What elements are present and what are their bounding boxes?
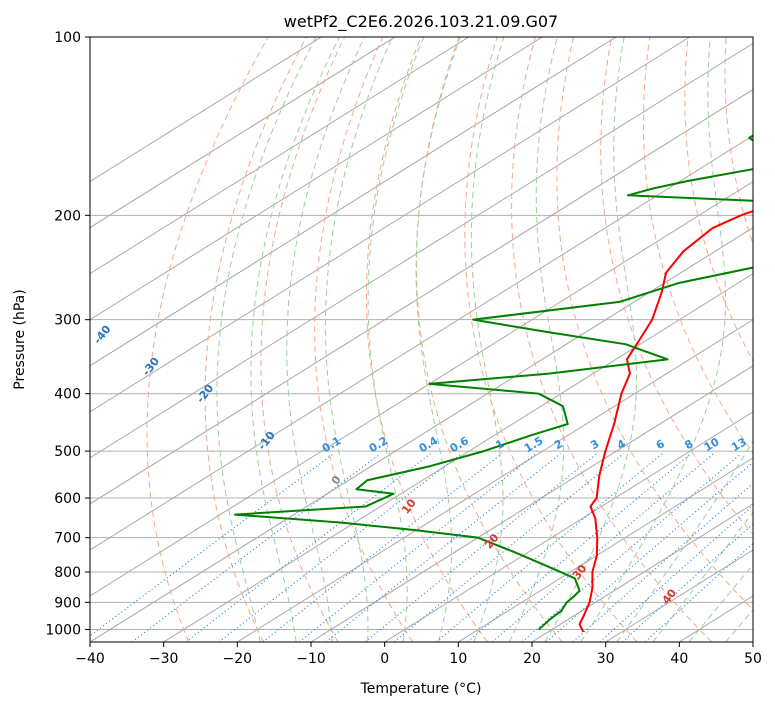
moist-adiabat-line [652, 511, 753, 642]
dry-adiabat-line [684, 37, 753, 362]
x-tick-label: 20 [523, 651, 541, 667]
dry-adiabat-line [415, 37, 563, 642]
y-tick-label: 300 [54, 313, 81, 329]
moist-adiabat-line [250, 37, 340, 642]
isotherm-line [384, 411, 753, 642]
mixing-ratio-line [364, 453, 598, 642]
mixing-ratio-line [521, 453, 742, 642]
x-tick-label: −40 [75, 651, 105, 667]
isotherm-line [90, 227, 753, 642]
isotherm-line [90, 37, 396, 229]
mixing-ratio-line [644, 542, 753, 642]
mixing-ratio-line [545, 461, 753, 642]
series-temperature-line [578, 209, 753, 633]
moist-adiabat-line [544, 37, 638, 642]
mixing-ratio-line [572, 482, 753, 642]
isotherm-line [90, 88, 753, 505]
y-tick-label: 200 [54, 208, 81, 224]
series-dewpoint-line [233, 134, 753, 631]
moist-adiabat-line [508, 37, 565, 642]
plot-frame [89, 36, 754, 643]
dry-adiabat-line [464, 37, 638, 642]
x-axis-title: Temperature (°C) [360, 681, 482, 697]
x-tick-label: 50 [744, 651, 762, 667]
y-tick-label: 600 [54, 491, 81, 507]
isotherm-line [163, 273, 753, 642]
dry-adiabat-line [260, 37, 346, 642]
isotherm-line [310, 365, 753, 642]
y-tick-label: 1000 [45, 622, 81, 638]
dry-adiabat-line [600, 37, 753, 536]
y-tick-label: 800 [54, 565, 81, 581]
isotherm-line [458, 457, 753, 642]
moist-adiabat-line [470, 37, 505, 642]
isotherm-line [90, 37, 322, 183]
moist-adiabat-line [616, 440, 753, 642]
y-axis-title: Pressure (hPa) [12, 289, 28, 389]
isotherm-line [90, 180, 753, 597]
plot-area: -100-90-80-70-60-50-40-30-20-10010203040… [90, 37, 771, 642]
x-tick-label: 0 [380, 651, 389, 667]
dry-adiabat-line [314, 37, 414, 642]
isobar-grid [90, 37, 753, 630]
isotherm-line [237, 319, 753, 642]
y-tick-label: 500 [54, 444, 81, 460]
dry-adiabat-line [204, 37, 307, 642]
mixing-ratio-label: 16 [751, 435, 771, 454]
y-tick-label: 900 [54, 595, 81, 611]
x-tick-label: 30 [597, 651, 615, 667]
isotherm-line [531, 503, 753, 642]
axes: −40 −30 −20 −10 0 10 20 30 40 50 100 200 300 400 500 60… [45, 30, 762, 667]
sounding-series [233, 134, 753, 633]
y-tick-label: 700 [54, 531, 81, 547]
isotherm-line [90, 37, 690, 413]
dry-adiabat-line [556, 37, 753, 611]
mixing-ratio-line [599, 504, 753, 642]
moist-adiabat-line [216, 37, 317, 642]
mixing-ratio-line [325, 453, 561, 642]
moist-adiabat-line [286, 37, 365, 642]
moist-adiabat-line [580, 37, 727, 642]
dry-adiabat-line [146, 37, 269, 642]
mixing-ratio-line [185, 453, 431, 642]
isotherm-line [90, 42, 753, 459]
mixing-ratio-line [491, 453, 714, 642]
moist-adiabat-line [324, 37, 393, 642]
mixing-ratio-lines [90, 453, 753, 642]
dry-adiabats [146, 37, 753, 642]
mixing-ratio-line [621, 523, 753, 642]
moist-adiabat-line [688, 563, 753, 642]
y-tick-label: 100 [54, 30, 81, 46]
x-tick-label: 10 [449, 651, 467, 667]
x-tick-label: −10 [296, 651, 326, 667]
moist-adiabat-line [367, 37, 425, 642]
moist-adiabat-line [415, 37, 461, 642]
x-tick-label: −30 [149, 651, 179, 667]
y-tick-label: 400 [54, 387, 81, 403]
mixing-ratio-line [90, 453, 334, 637]
chart-title: wetPf2_C2E6.2026.103.21.09.G07 [284, 12, 558, 32]
mixing-ratio-line [131, 453, 381, 642]
isotherm-line [90, 37, 469, 275]
x-tick-label: −20 [223, 651, 253, 667]
x-tick-label: 40 [670, 651, 688, 667]
dry-adiabat-line [365, 37, 489, 642]
isotherm-line [90, 37, 617, 367]
mixing-ratio-line [218, 453, 462, 642]
moist-adiabats [216, 37, 753, 642]
isotherm-line [90, 37, 543, 321]
